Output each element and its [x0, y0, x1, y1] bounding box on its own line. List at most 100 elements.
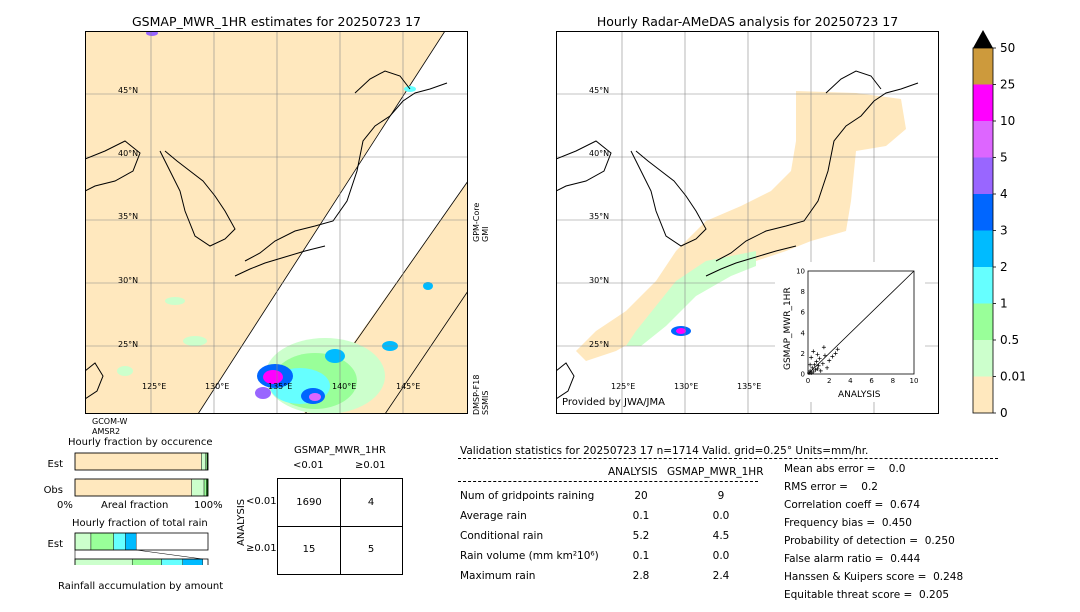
right-rain-field [576, 91, 906, 361]
cell-yes-yes: 5 [367, 544, 375, 555]
validation-label: Rain volume (mm km²10⁶) [460, 550, 599, 562]
rain-bar-category: Est [48, 539, 64, 550]
scatter-point [808, 362, 813, 367]
scatter-xtick: 8 [891, 377, 895, 385]
validation-col-gsmap: GSMAP_MWR_1HR [667, 466, 764, 478]
occurence-bar-category: Est [48, 459, 64, 470]
left-map-title: GSMAP_MWR_1HR estimates for 20250723 17 [132, 14, 421, 29]
contingency-title: GSMAP_MWR_1HR [294, 445, 386, 456]
scatter-point [809, 370, 814, 375]
colorbar-label: 0.5 [1000, 333, 1019, 347]
scatter-point [814, 359, 819, 364]
right-lat-35: 35°N [589, 212, 610, 221]
colorbar-segment [973, 157, 993, 194]
scatter-xlabel: ANALYSIS [838, 390, 881, 400]
left-lat-30: 30°N [118, 276, 139, 285]
validation-score: Frequency bias = 0.450 [784, 517, 912, 529]
scatter-point [835, 347, 840, 352]
right-lat-30: 30°N [589, 276, 610, 285]
left-lon-140: 140°E [332, 382, 357, 391]
scatter-ytick: 0 [801, 371, 805, 379]
validation-b: 0.0 [712, 550, 730, 562]
left-lat-35: 35°N [118, 212, 139, 221]
scatter-ytick: 6 [801, 309, 806, 317]
scatter-ytick: 4 [801, 329, 806, 337]
scatter-point [812, 362, 817, 367]
validation-score: Mean abs error = 0.0 [784, 463, 906, 475]
contingency-col-2: ≥0.01 [355, 460, 386, 471]
contingency-grid: 1690 4 15 5 [277, 478, 403, 575]
scatter-ylabel: GSMAP_MWR_1HR [783, 287, 793, 370]
scatter-point [815, 366, 820, 371]
colorbar-segment [973, 230, 993, 267]
scatter-ytick: 2 [801, 350, 805, 358]
rain-connector [136, 549, 203, 560]
colorbar-label: 0 [1000, 406, 1008, 418]
right-coastline [556, 70, 919, 400]
scatter-point [830, 354, 835, 359]
scatter-point [818, 368, 823, 373]
cell-no-yes: 4 [367, 497, 375, 508]
right-lat-40: 40°N [589, 149, 610, 158]
colorbar-label: 5 [1000, 151, 1008, 165]
validation-label: Maximum rain [460, 570, 536, 582]
validation-b: 2.4 [712, 570, 730, 582]
scatter-xtick: 0 [806, 377, 810, 385]
left-lon-145: 145°E [396, 382, 421, 391]
validation-score: Correlation coeff = 0.674 [784, 499, 920, 511]
right-map-title: Hourly Radar-AMeDAS analysis for 2025072… [596, 14, 899, 29]
rain-bar-segment [90, 532, 114, 551]
scatter-point [808, 368, 813, 373]
colorbar-label: 0.01 [1000, 370, 1025, 384]
left-lon-125: 125°E [142, 382, 167, 391]
validation-label: Num of gridpoints raining [460, 490, 595, 502]
colorbar-segment [973, 121, 993, 158]
colorbar-label: 4 [1000, 187, 1008, 201]
occurence-bar-segment [201, 452, 207, 471]
cell-no-no: 1690 [296, 497, 322, 508]
left-swath-gap-1 [198, 31, 468, 414]
colorbar-label: 1 [1000, 297, 1008, 311]
colorbar-segment [973, 84, 993, 121]
scatter-xtick: 4 [848, 377, 853, 385]
contingency-row-1: <0.01 [246, 496, 277, 507]
rain-bar-frame [74, 558, 209, 565]
scatter-point [822, 353, 827, 358]
occurence-bar-frame [74, 478, 209, 497]
scatter-point [820, 361, 825, 366]
scatter-point [811, 369, 816, 374]
colorbar-label: 25 [1000, 78, 1015, 92]
rain-xlabel: Rainfall accumulation by amount [58, 581, 224, 592]
scatter-point [809, 355, 814, 360]
left-satellite-gcom: GCOM-W [92, 417, 128, 426]
validation-col-analysis: ANALYSIS [608, 466, 658, 478]
occurence-bar-frame [74, 452, 209, 471]
rain-title: Hourly fraction of total rain [72, 518, 208, 529]
right-lat-25: 25°N [589, 340, 610, 349]
colorbar-label: 50 [1000, 41, 1015, 55]
left-lat-45: 45°N [118, 86, 139, 95]
occurence-bar-segment [74, 452, 202, 471]
occurence-bar-segment [74, 478, 192, 497]
scatter-inset: 00 2 2 4 4 6 6 8 8 10 10 [775, 262, 925, 402]
validation-b: 0.0 [712, 510, 730, 522]
validation-a: 5.2 [632, 530, 650, 542]
validation-score: RMS error = 0.2 [784, 481, 878, 493]
colorbar-segment [973, 267, 993, 304]
scatter-point [833, 351, 838, 356]
left-lon-130: 130°E [205, 382, 230, 391]
left-coastline [85, 70, 448, 400]
left-satellite-top: GPM-Core GMI [472, 202, 490, 242]
rain-bar-frame [74, 532, 209, 551]
left-grid [85, 31, 468, 414]
validation-score: Probability of detection = 0.250 [784, 535, 955, 547]
rain-bar-segment [74, 532, 92, 551]
left-lon-135: 135°E [268, 382, 293, 391]
scatter-point [817, 356, 822, 361]
colorbar-segment [973, 194, 993, 231]
rain-bar-segment [113, 532, 126, 551]
occurence-bar-segment [203, 478, 207, 497]
cell-yes-no: 15 [302, 544, 316, 555]
validation-score: False alarm ratio = 0.444 [784, 553, 921, 565]
left-satellite-amsr2: AMSR2 [92, 427, 121, 436]
